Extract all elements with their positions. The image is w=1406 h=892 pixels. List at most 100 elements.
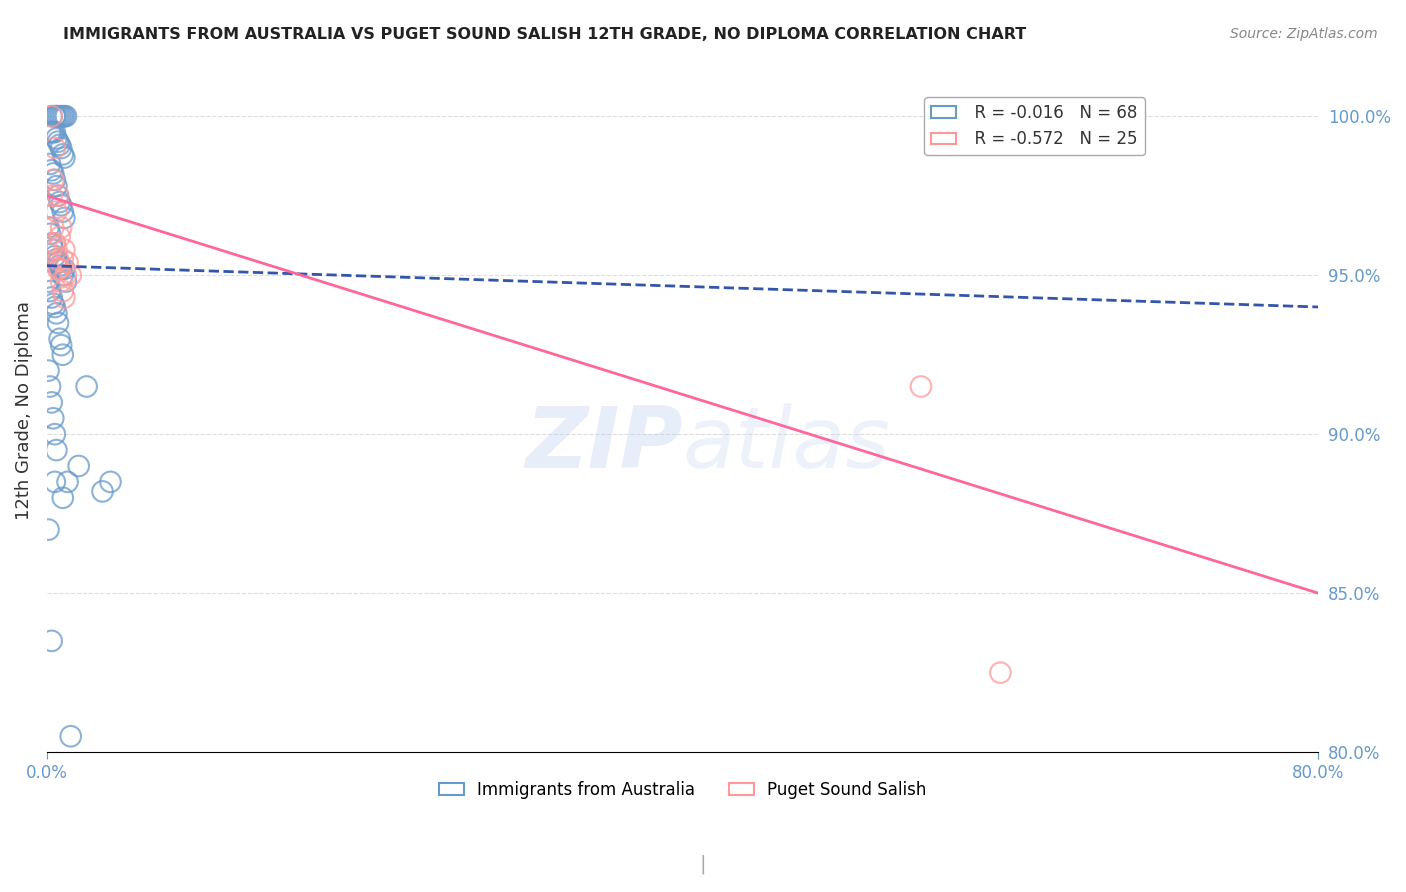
Point [44,300,66,314]
Point [55,275,77,289]
Point [45,204,67,219]
Point [44,427,66,442]
Point [42,297,65,311]
Point [55,109,77,123]
Point [41,109,63,123]
Point [41,290,63,304]
Point [51,261,73,276]
Point [42,125,65,139]
Point [37,275,59,289]
Text: IMMIGRANTS FROM AUSTRALIA VS PUGET SOUND SALISH 12TH GRADE, NO DIPLOMA CORRELATI: IMMIGRANTS FROM AUSTRALIA VS PUGET SOUND… [63,27,1026,42]
Point [52,204,75,219]
Point [100,475,122,489]
Point [41,125,63,139]
Point [59,268,82,283]
Point [48,230,70,244]
Point [48,259,70,273]
Point [52,147,75,161]
Point [41,188,63,202]
Point [46,261,69,276]
Point [48,261,70,276]
Point [46,316,69,330]
Point [48,195,70,210]
Point [44,141,66,155]
Point [46,188,69,202]
Point [51,141,73,155]
Point [45,109,67,123]
Point [52,252,75,267]
Text: Source: ZipAtlas.com: Source: ZipAtlas.com [1230,27,1378,41]
Point [67,458,90,473]
Point [44,236,66,251]
Point [48,137,70,152]
Point [39,379,62,393]
Point [39,227,62,241]
Point [53,290,76,304]
Point [41,633,63,648]
Point [44,236,66,251]
Legend: Immigrants from Australia, Puget Sound Salish: Immigrants from Australia, Puget Sound S… [432,774,934,805]
Point [45,131,67,145]
Text: ZIP: ZIP [524,403,682,486]
Point [42,411,65,425]
Point [76,379,98,393]
Point [46,255,69,269]
Point [42,166,65,180]
Point [51,198,73,212]
Point [37,363,59,377]
Point [37,220,59,235]
Point [46,135,69,149]
Point [53,261,76,276]
Text: atlas: atlas [682,403,890,486]
Point [48,109,70,123]
Point [44,109,66,123]
Point [41,163,63,178]
Point [990,665,1012,680]
Point [39,284,62,298]
Point [44,475,66,489]
Point [42,220,65,235]
Point [44,249,66,263]
Point [52,268,75,283]
Point [91,484,114,499]
Point [53,109,76,123]
Point [910,379,932,393]
Point [42,243,65,257]
Point [51,338,73,352]
Point [44,173,66,187]
Point [42,173,65,187]
Point [46,109,69,123]
Point [37,523,59,537]
Point [41,395,63,409]
Point [45,306,67,320]
Point [52,109,75,123]
Point [41,236,63,251]
Point [53,243,76,257]
Point [59,729,82,743]
Point [39,157,62,171]
Point [46,252,69,267]
Point [52,491,75,505]
Point [53,151,76,165]
Point [45,252,67,267]
Point [52,284,75,298]
Point [48,332,70,346]
Y-axis label: 12th Grade, No Diploma: 12th Grade, No Diploma [15,301,32,520]
Point [45,443,67,458]
Point [51,220,73,235]
Point [46,188,69,202]
Point [55,268,77,283]
Point [39,125,62,139]
Point [53,211,76,225]
Point [45,243,67,257]
Point [45,179,67,194]
Point [56,475,79,489]
Point [41,109,63,123]
Text: |: | [700,855,706,874]
Point [51,109,73,123]
Point [52,348,75,362]
Point [44,109,66,123]
Point [44,125,66,139]
Point [56,255,79,269]
Point [51,275,73,289]
